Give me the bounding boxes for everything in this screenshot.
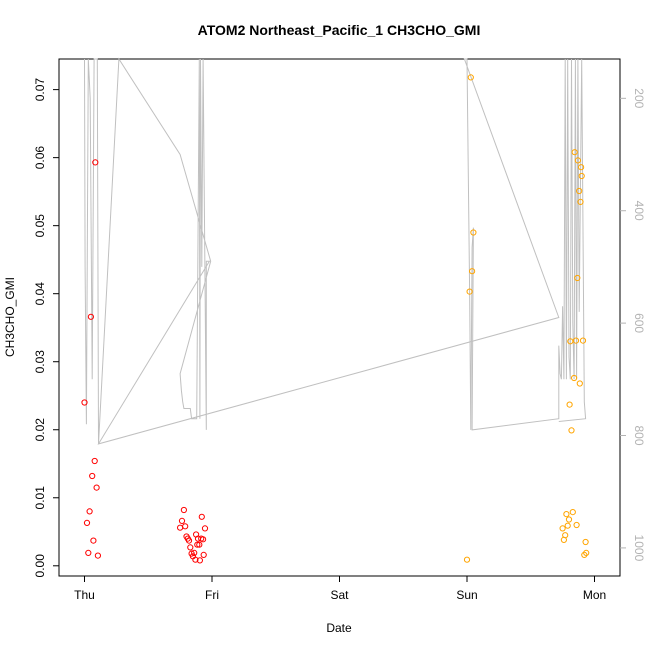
y-tick-label: 0.02 xyxy=(33,418,47,442)
x-tick-label: Fri xyxy=(205,588,219,602)
data-point xyxy=(81,399,88,406)
data-point xyxy=(86,508,93,515)
data-point xyxy=(89,472,96,480)
y-tick-label: 0.07 xyxy=(33,78,47,102)
data-point xyxy=(200,551,207,559)
data-point xyxy=(177,524,184,531)
y-tick-label: 0.04 xyxy=(33,282,47,306)
data-point xyxy=(578,172,585,180)
data-point xyxy=(85,549,92,557)
x-tick-label: Mon xyxy=(583,588,606,602)
y2-axis: 200 400 600 800 1000 xyxy=(620,88,646,562)
data-point xyxy=(562,532,569,539)
data-point xyxy=(178,517,186,525)
data-point xyxy=(92,159,99,166)
data-point xyxy=(201,525,209,532)
data-point xyxy=(574,274,581,282)
x-tick-label: Sun xyxy=(456,588,477,602)
data-point xyxy=(83,519,91,527)
data-point xyxy=(93,484,100,491)
data-point xyxy=(87,313,95,320)
data-point xyxy=(470,229,477,236)
data-point xyxy=(180,506,187,514)
data-point xyxy=(196,557,203,564)
y2-tick-label: 400 xyxy=(632,201,646,221)
data-point xyxy=(576,187,583,195)
data-point xyxy=(565,516,573,523)
plot-frame xyxy=(58,58,621,577)
data-point xyxy=(185,537,193,544)
data-point xyxy=(559,525,566,532)
y-tick-label: 0.03 xyxy=(33,350,47,374)
y-axis-label: CH3CHO_GMI xyxy=(3,277,17,357)
chart-title: ATOM2 Northeast_Pacific_1 CH3CHO_GMI xyxy=(198,22,481,38)
data-point xyxy=(187,544,194,551)
data-point xyxy=(196,541,203,548)
y-tick-label: 0.05 xyxy=(33,214,47,238)
data-point xyxy=(467,74,474,81)
data-point xyxy=(182,523,189,530)
data-point xyxy=(583,549,590,557)
data-point xyxy=(192,556,199,563)
y2-tick-label: 600 xyxy=(632,313,646,333)
y-tick-label: 0.06 xyxy=(33,146,47,170)
y-tick-label: 0.00 xyxy=(33,554,47,578)
y2-tick-label: 800 xyxy=(632,425,646,445)
data-point xyxy=(200,536,207,543)
data-point xyxy=(463,556,471,563)
x-axis: Thu Fri Sat Sun Mon xyxy=(74,575,606,602)
y-axis: 0.00 0.01 0.02 0.03 0.04 0.05 0.06 0.07 xyxy=(33,78,59,578)
x-tick-label: Sat xyxy=(330,588,349,602)
data-point xyxy=(567,338,574,345)
y-tick-label: 0.01 xyxy=(33,486,47,510)
data-point xyxy=(577,198,584,205)
y2-tick-label: 200 xyxy=(632,88,646,108)
points-layer xyxy=(81,74,590,564)
x-tick-label: Thu xyxy=(74,588,95,602)
data-point xyxy=(469,268,476,275)
data-point xyxy=(572,337,580,344)
data-point xyxy=(582,538,589,546)
pressure-line xyxy=(84,57,587,445)
data-point xyxy=(571,149,578,156)
y2-tick-label: 1000 xyxy=(632,535,646,562)
data-point xyxy=(198,513,205,520)
data-point xyxy=(563,510,570,518)
data-point xyxy=(566,401,573,408)
data-point xyxy=(579,337,587,344)
data-point xyxy=(194,541,201,548)
data-point xyxy=(569,508,576,516)
data-point xyxy=(91,457,98,465)
data-point xyxy=(571,374,578,382)
data-point xyxy=(581,551,588,559)
x-axis-label: Date xyxy=(326,621,352,635)
data-point xyxy=(574,157,582,164)
data-point xyxy=(568,427,575,434)
data-point xyxy=(191,549,198,557)
data-point xyxy=(564,522,571,529)
data-point xyxy=(576,380,583,387)
data-point xyxy=(578,164,585,171)
data-point xyxy=(466,288,473,295)
data-point xyxy=(90,537,97,544)
data-point xyxy=(94,552,102,559)
data-point xyxy=(573,521,580,529)
pressure-line-layer xyxy=(84,57,587,445)
